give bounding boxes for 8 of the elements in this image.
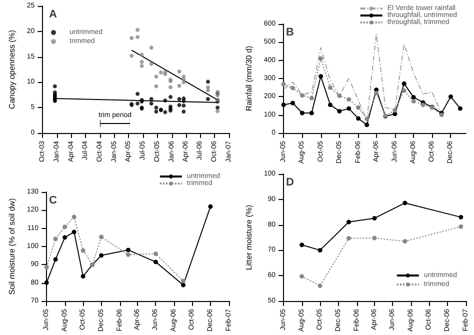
chart-title: C [49, 194, 57, 206]
chart-title: B [286, 26, 294, 38]
y-axis-title: Soil moisture (% of soil dw) [8, 198, 16, 295]
chart-title: A [49, 8, 57, 20]
chart-title: D [286, 176, 294, 188]
y-axis-title: Rainfall (mm/30 d) [244, 45, 254, 112]
y-axis-title: Litter moisture (%) [244, 204, 254, 270]
y-axis-title: Canopy openness (%) [8, 30, 16, 110]
